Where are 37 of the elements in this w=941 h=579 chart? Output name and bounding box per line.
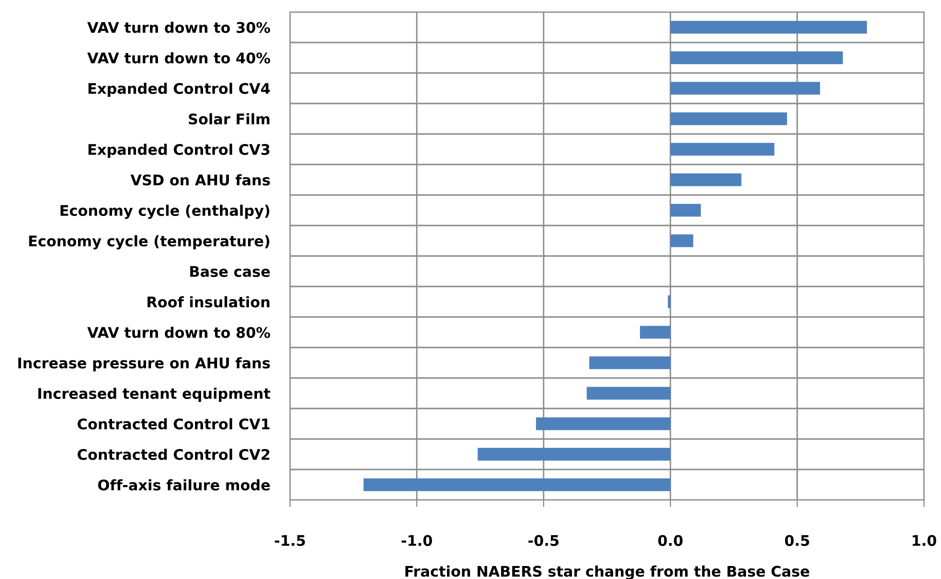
y-tick-label: Roof insulation	[148, 296, 270, 308]
y-tick-label: Base case	[190, 266, 270, 277]
y-tick-label: VSD on AHU fans	[130, 174, 270, 186]
y-tick-label: Economy cycle (temperature)	[29, 235, 270, 250]
bar	[640, 326, 670, 339]
bar	[670, 234, 694, 248]
y-tick-label: Contracted Control CV1	[78, 418, 270, 430]
bar	[478, 448, 670, 461]
bar	[364, 478, 670, 492]
y-tick-label: Expanded Control CV3	[88, 144, 270, 158]
bar	[670, 82, 820, 95]
y-tick-label: VAV turn down to 80%	[87, 326, 270, 338]
bar	[670, 51, 843, 64]
y-tick-label: Increased tenant equipment	[38, 388, 270, 402]
y-tick-label: Off-axis failure mode	[98, 479, 270, 490]
bar	[536, 417, 670, 430]
x-tick-label: 0.5	[784, 534, 810, 546]
y-tick-label: Solar Film	[188, 113, 270, 124]
x-tick-label: -1.0	[402, 534, 432, 546]
x-tick-label: 1.0	[912, 534, 936, 546]
y-tick-label: VAV turn down to 30%	[87, 22, 270, 33]
bar	[589, 356, 670, 370]
y-tick-label: Contracted Control CV2	[78, 448, 270, 460]
y-tick-label: Increase pressure on AHU fans	[18, 357, 270, 372]
bar	[670, 173, 742, 186]
x-tick-label: -0.5	[528, 534, 559, 546]
y-tick-label: VAV turn down to 40%	[87, 52, 270, 64]
y-tick-label: Expanded Control CV4	[88, 82, 270, 97]
bar	[668, 295, 670, 308]
bar	[670, 20, 867, 34]
bar	[670, 112, 788, 126]
x-tick-label: 0.0	[658, 534, 683, 546]
bar	[670, 142, 774, 156]
bar	[670, 204, 701, 217]
x-tick-label: -1.5	[274, 535, 305, 546]
y-tick-label: Economy cycle (enthalpy)	[60, 204, 270, 219]
bar	[586, 386, 670, 400]
